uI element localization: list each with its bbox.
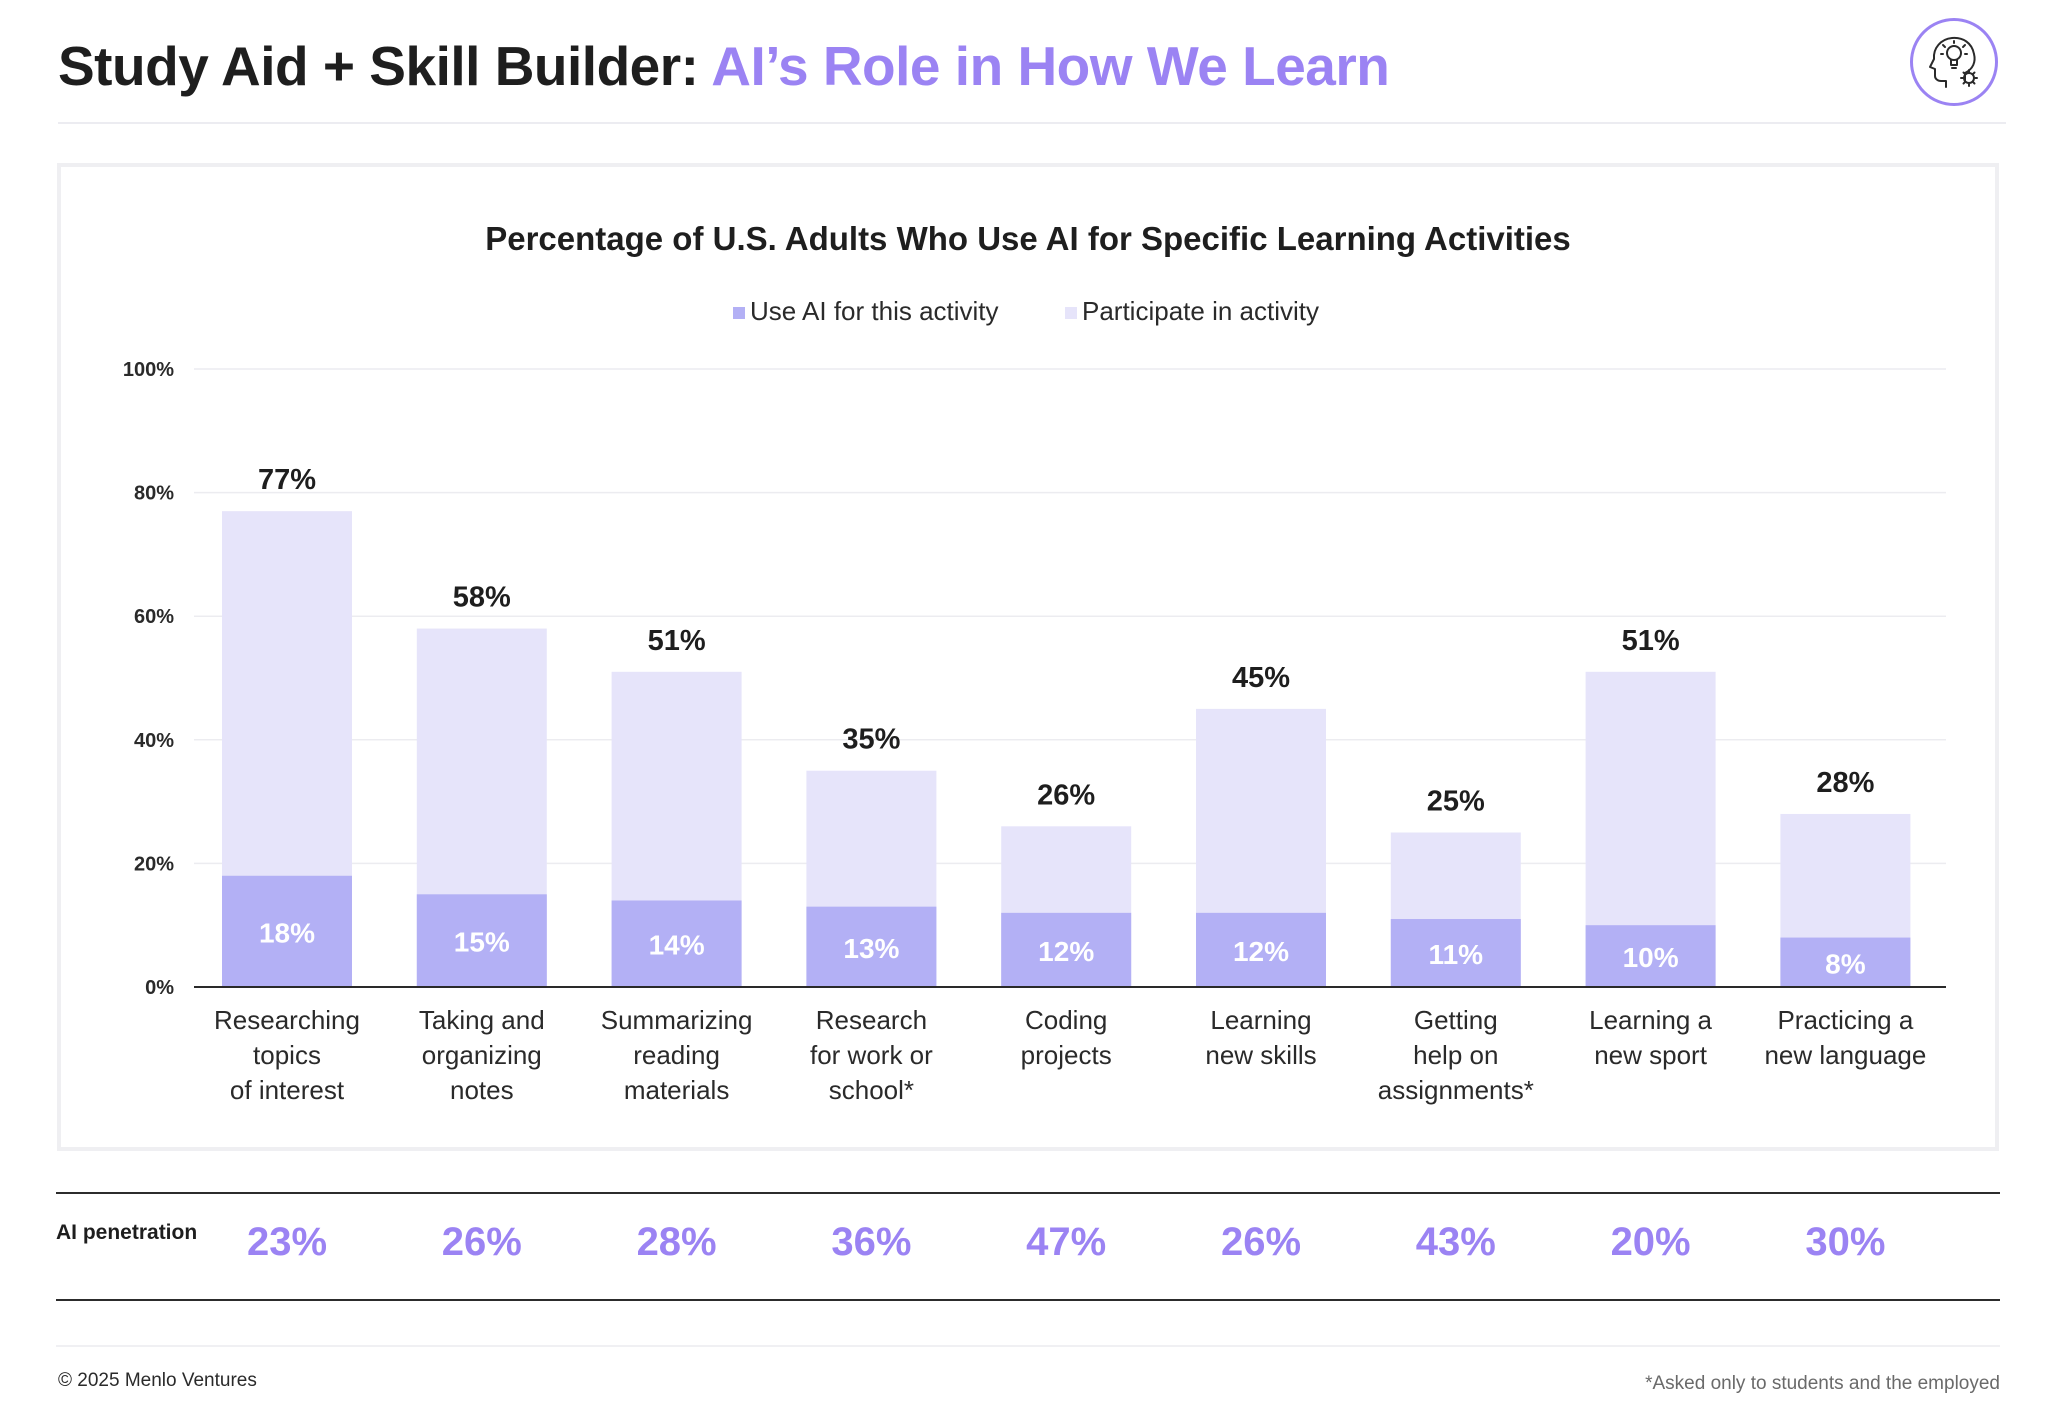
x-category-label: notes (450, 1075, 514, 1105)
legend-label-2: Participate in activity (1082, 296, 1319, 326)
penetration-rule-top (56, 1192, 2000, 1194)
penetration-value: 23% (246, 1220, 328, 1264)
bar-ai-label: 11% (1429, 939, 1484, 970)
bar-use-ai (1390, 919, 1521, 987)
penetration-value: 36% (831, 1220, 912, 1264)
bar-use-ai (1196, 912, 1326, 987)
x-category-label: organizing (422, 1040, 542, 1070)
bar-ai-label: 12% (1233, 936, 1289, 967)
x-category-label: help on (1413, 1040, 1498, 1070)
footer-divider (56, 1345, 2000, 1347)
penetration-value: 28% (636, 1220, 717, 1264)
bar-ai-label: 12% (1038, 936, 1094, 967)
x-category-label: projects (1021, 1040, 1112, 1070)
chart-title: Percentage of U.S. Adults Who Use AI for… (485, 220, 1571, 257)
x-category-label: Getting (1414, 1005, 1498, 1035)
bar-total-label: 45% (1232, 662, 1290, 694)
penetration-value: 26% (1220, 1220, 1302, 1264)
x-category-label: new language (1764, 1040, 1926, 1070)
bar-total-label: 25% (1427, 786, 1485, 818)
bar-ai-label: 13% (843, 933, 899, 964)
chart: Percentage of U.S. Adults Who Use AI for… (123, 220, 1946, 1105)
bar-ai-label: 18% (259, 917, 315, 948)
legend-swatch-1 (733, 307, 745, 319)
x-category-label: assignments* (1378, 1075, 1534, 1105)
bar-use-ai (1780, 937, 1911, 987)
bar-use-ai (416, 894, 547, 987)
header-divider (58, 122, 2006, 124)
y-tick-label: 40% (134, 730, 174, 752)
bar-ai-label: 15% (454, 927, 510, 958)
x-category-label: new sport (1594, 1040, 1707, 1070)
x-category-label: of interest (230, 1075, 345, 1105)
bar-total-label: 28% (1816, 767, 1874, 799)
y-tick-label: 20% (134, 853, 174, 875)
penetration-value: 47% (1026, 1220, 1107, 1264)
x-category-label: Summarizing (601, 1005, 753, 1035)
y-tick-label: 60% (134, 606, 174, 628)
bar-use-ai (611, 900, 742, 987)
y-tick-label: 100% (123, 359, 174, 381)
penetration-label: AI penetration (56, 1221, 198, 1244)
bar-total-label: 35% (842, 724, 900, 756)
x-category-label: new skills (1205, 1040, 1316, 1070)
legend-swatch-2 (1065, 307, 1077, 319)
page-title-main: Study Aid + Skill Builder: (58, 35, 712, 97)
footer-footnote: *Asked only to students and the employed (1645, 1373, 2000, 1394)
x-category-label: topics (253, 1040, 321, 1070)
x-category-label: Learning a (1589, 1005, 1712, 1035)
x-category-label: Taking and (419, 1005, 545, 1035)
x-category-label: for work or (810, 1040, 933, 1070)
bar-ai-label: 8% (1825, 948, 1866, 979)
x-category-label: Coding (1025, 1005, 1107, 1035)
x-category-label: Learning (1210, 1005, 1311, 1035)
page-title: Study Aid + Skill Builder: AI’s Role in … (58, 34, 1390, 98)
bar-total-label: 51% (1622, 625, 1680, 657)
penetration-value: 26% (441, 1220, 522, 1264)
penetration-value: 43% (1415, 1220, 1496, 1264)
lightbulb-head-gear-icon (1910, 18, 1998, 106)
x-category-label: Practicing a (1777, 1005, 1913, 1035)
y-tick-label: 80% (134, 483, 174, 505)
bar-total-label: 77% (258, 464, 316, 496)
bar-use-ai (222, 875, 352, 987)
bar-use-ai (1585, 925, 1716, 987)
legend-label-1: Use AI for this activity (750, 296, 999, 326)
bar-ai-label: 10% (1623, 942, 1679, 973)
penetration-value: 20% (1610, 1220, 1691, 1264)
penetration-value: 30% (1805, 1220, 1886, 1264)
y-tick-label: 0% (145, 977, 174, 999)
x-category-label: Research (816, 1005, 927, 1035)
bar-ai-label: 14% (649, 930, 705, 961)
chart-card: Percentage of U.S. Adults Who Use AI for… (57, 163, 1999, 1151)
x-category-label: school* (829, 1075, 914, 1105)
bar-use-ai (806, 906, 937, 987)
page-title-accent: AI’s Role in How We Learn (711, 35, 1390, 97)
bar-total-label: 26% (1037, 779, 1095, 811)
x-category-label: materials (624, 1075, 729, 1105)
bar-use-ai (1001, 912, 1132, 987)
bar-total-label: 51% (648, 625, 706, 657)
penetration-rule-bottom (56, 1299, 2000, 1301)
x-category-label: Researching (214, 1005, 360, 1035)
x-category-label: reading (633, 1040, 720, 1070)
bar-total-label: 58% (453, 582, 511, 614)
footer-copyright: © 2025 Menlo Ventures (58, 1370, 257, 1391)
